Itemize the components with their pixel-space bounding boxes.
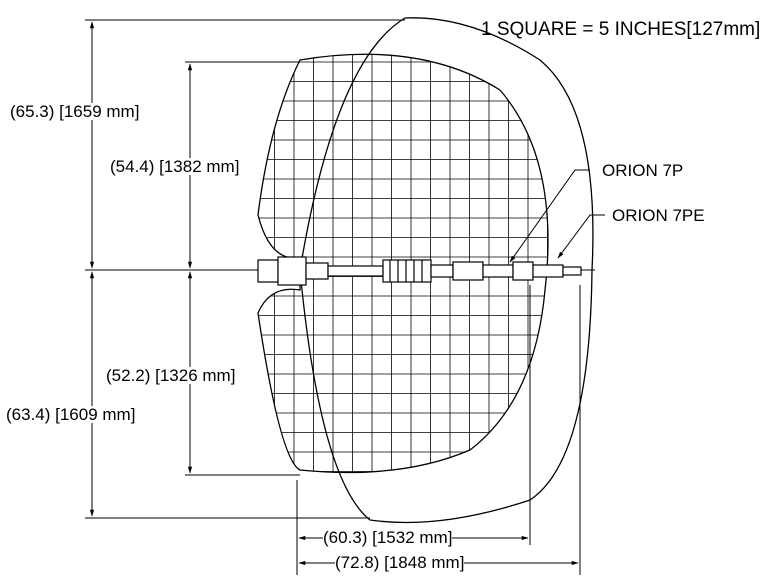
dim-reach-inner: (60.3) [1532 mm] [323, 528, 453, 547]
callout-orion-7pe: ORION 7PE [612, 206, 705, 225]
callout-orion-7p: ORION 7P [602, 161, 684, 180]
scale-note: 1 SQUARE = 5 INCHES[127mm] [481, 19, 761, 40]
dim-inner-upper: (54.4) [1382 mm] [110, 157, 240, 176]
dim-reach-outer: (72.8) [1848 mm] [335, 553, 465, 572]
dimension-lines [85, 19, 605, 575]
dim-inner-lower: (52.2) [1326 mm] [106, 366, 236, 385]
dim-outer-lower: (63.4) [1609 mm] [6, 405, 136, 424]
dim-outer-upper: (65.3) [1659 mm] [10, 102, 140, 121]
robot-arm [257, 256, 582, 286]
